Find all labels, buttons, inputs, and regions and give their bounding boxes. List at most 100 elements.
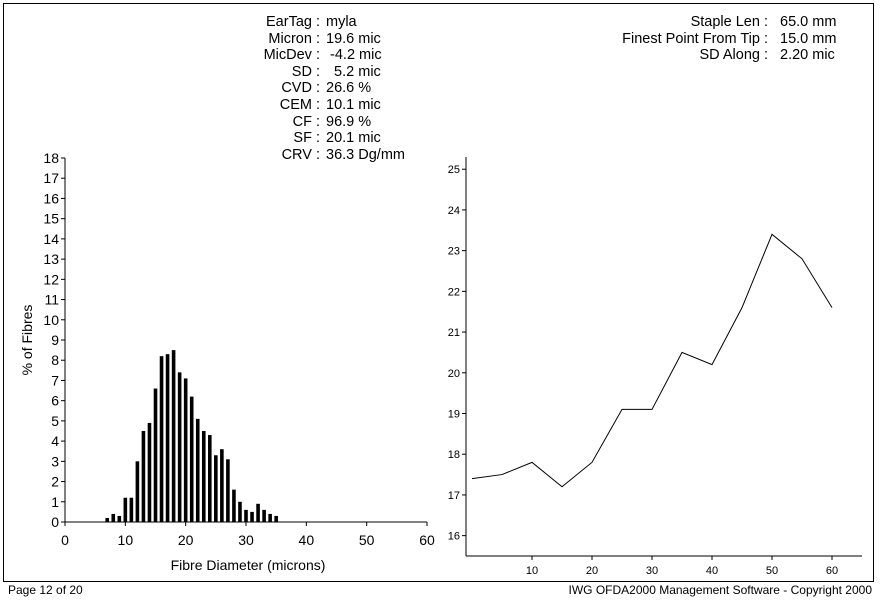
stat-value: 26.6 % <box>326 80 372 97</box>
y-tick-label: 16 <box>43 190 59 206</box>
staple-stat-value: 65.0 mm <box>780 14 837 30</box>
y-tick-label: 2 <box>51 474 59 490</box>
histogram-bar <box>111 513 116 522</box>
histogram-bar <box>220 449 224 522</box>
y-tick-label: 19 <box>448 409 460 421</box>
y-tick-label: 23 <box>448 246 460 258</box>
stat-label: EarTag : <box>266 14 320 30</box>
stat-value: 20.1 mic <box>326 130 381 147</box>
histogram-bar <box>195 418 200 522</box>
staple-stat-row: Staple Len : 65.0 mm <box>0 14 837 31</box>
histogram-bar <box>171 350 176 522</box>
x-tick-label: 60 <box>419 532 435 548</box>
stat-row: EarTag : myla <box>0 14 405 31</box>
x-tick-label: 40 <box>706 565 718 577</box>
stat-label: MicDev : <box>263 47 320 64</box>
staple-stat-row: SD Along : 2.20 mic <box>0 47 836 64</box>
stat-label: Micron : <box>268 30 320 47</box>
y-tick-label: 11 <box>44 292 59 308</box>
y-tick-label: 5 <box>51 413 59 429</box>
histogram-bar <box>183 378 188 522</box>
staple-stat-row: Finest Point From Tip : 15.0 mm <box>0 31 836 48</box>
stat-row: CF : 96.9 % <box>0 114 405 131</box>
x-tick-label: 50 <box>766 565 778 577</box>
x-tick-label: 50 <box>359 532 375 548</box>
fibre-stats-panel: EarTag : myla Micron :19.6 mic MicDev : -4.… <box>0 14 405 163</box>
report-frame <box>3 3 874 582</box>
histogram-bar <box>159 356 164 522</box>
histogram-bar <box>129 497 134 522</box>
page-number: Page 12 of 20 <box>8 583 83 597</box>
staple-stat-value: 15.0 mm <box>780 30 837 47</box>
stat-row: SF : 20.1 mic <box>0 130 405 147</box>
y-tick-label: 7 <box>51 372 59 388</box>
x-tick-label: 20 <box>586 565 598 577</box>
y-tick-label: 15 <box>43 211 59 227</box>
stat-row: CVD : 26.6 % <box>0 80 405 97</box>
x-tick-label: 60 <box>826 565 838 577</box>
histogram-bar <box>238 501 242 522</box>
stat-label: SF : <box>293 130 320 147</box>
stat-label: CVD : <box>281 80 320 97</box>
histogram-bar <box>189 396 194 522</box>
stat-value: 96.9 % <box>326 113 372 130</box>
histogram-bar <box>268 513 272 522</box>
y-tick-label: 21 <box>448 327 460 339</box>
y-tick-label: 8 <box>51 352 59 368</box>
histogram-bar <box>244 509 248 522</box>
y-tick-label: 20 <box>448 368 460 380</box>
y-tick-label: 18 <box>448 449 460 461</box>
histogram-bar <box>232 489 236 522</box>
histogram-bar <box>262 509 266 522</box>
histogram-bar <box>177 372 182 522</box>
diameter-profile-line <box>471 233 833 488</box>
staple-stat-label: Finest Point From Tip : <box>622 30 768 47</box>
stat-row: CRV : 36.3 Dg/mm <box>0 147 405 164</box>
stat-value: 5.2 mic <box>326 63 381 80</box>
x-tick-label: 30 <box>646 565 658 577</box>
x-axis-label: Fibre Diameter (microns) <box>171 557 326 573</box>
stat-value: -4.2 mic <box>326 47 382 64</box>
y-tick-label: 0 <box>51 514 59 530</box>
stat-label: CEM : <box>279 96 320 113</box>
stat-value: 10.1 mic <box>326 96 381 113</box>
stat-label: CRV : <box>281 146 320 163</box>
histogram-bar <box>117 515 122 522</box>
histogram-bar <box>226 459 230 522</box>
y-tick-label: 17 <box>43 170 59 186</box>
stat-value: myla <box>326 14 357 30</box>
x-tick-label: 30 <box>238 532 254 548</box>
histogram-bar <box>256 503 260 522</box>
histogram-bar <box>141 431 146 522</box>
histogram-bar <box>135 461 140 522</box>
histogram-bar <box>274 515 278 522</box>
staple-stat-value: 2.20 mic <box>780 47 835 64</box>
y-tick-label: 3 <box>51 453 59 469</box>
y-tick-label: 14 <box>43 231 59 247</box>
histogram-bar <box>153 388 158 522</box>
y-tick-label: 12 <box>43 271 59 287</box>
copyright-text: IWG OFDA2000 Management Software - Copyr… <box>568 583 872 597</box>
stat-label: SD : <box>291 63 320 80</box>
histogram-bar <box>214 455 218 522</box>
histogram-bar <box>208 435 212 522</box>
staple-stat-label: Staple Len : <box>690 14 768 30</box>
y-tick-label: 10 <box>43 312 59 328</box>
stat-value: 19.6 mic <box>326 30 381 47</box>
x-tick-label: 40 <box>299 532 315 548</box>
histogram-bar <box>123 497 128 522</box>
y-tick-label: 25 <box>448 164 460 176</box>
stat-row: CEM : 10.1 mic <box>0 97 405 114</box>
stat-value: 36.3 Dg/mm <box>326 146 405 163</box>
y-tick-label: 13 <box>43 251 59 267</box>
y-tick-label: 4 <box>51 433 59 449</box>
x-tick-label: 0 <box>61 532 69 548</box>
y-tick-label: 6 <box>51 393 59 409</box>
stat-row: Micron : 19.6 mic <box>0 31 405 48</box>
y-axis-label: % of Fibres <box>19 305 35 376</box>
stat-row: MicDev : -4.2 mic <box>0 47 405 64</box>
x-tick-label: 10 <box>526 565 538 577</box>
y-tick-label: 17 <box>448 490 460 502</box>
